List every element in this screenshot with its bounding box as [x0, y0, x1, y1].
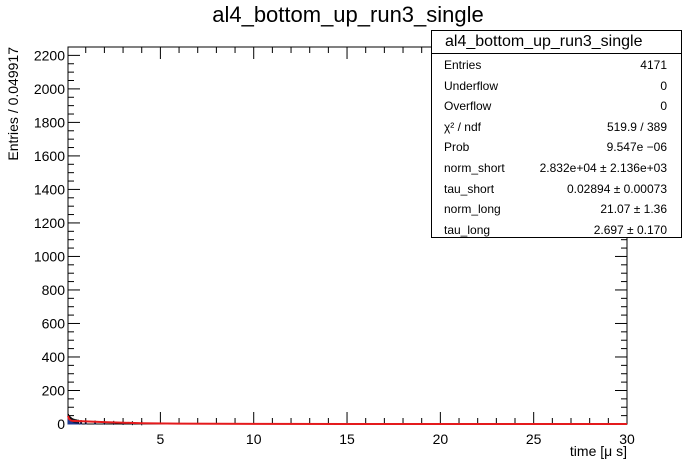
y-tick-label: 2000: [34, 81, 65, 97]
chart-title: al4_bottom_up_run3_single: [212, 2, 484, 27]
stats-label: norm_long: [444, 202, 501, 217]
y-axis-label: Entries / 0.049917: [5, 47, 21, 161]
stats-value: 2.697 ± 0.170: [593, 222, 667, 237]
stats-label: tau_short: [444, 181, 495, 196]
y-tick-label: 800: [42, 282, 66, 298]
y-tick-label: 600: [42, 315, 66, 331]
stats-value: 21.07 ± 1.36: [600, 202, 667, 217]
stats-value: 0: [660, 78, 667, 93]
x-tick-label: 15: [339, 431, 355, 447]
y-tick-label: 1400: [34, 181, 65, 197]
y-tick-label: 1600: [34, 148, 65, 164]
stats-row-norm-short: norm_short 2.832e+04 ± 2.136e+03: [432, 157, 681, 178]
y-tick-label: 1000: [34, 248, 65, 264]
stats-row-tau-long: tau_long 2.697 ± 0.170: [432, 219, 681, 240]
stats-label: norm_short: [444, 160, 505, 175]
x-tick-label: 5: [156, 431, 164, 447]
x-tick-label: 25: [526, 431, 542, 447]
y-tick-label: 200: [42, 382, 66, 398]
x-tick-label: 30: [619, 431, 635, 447]
stats-row-overflow: Overflow 0: [432, 95, 681, 116]
y-tick-label: 2200: [34, 47, 65, 63]
stats-value: 9.547e −06: [606, 140, 667, 155]
stats-box: al4_bottom_up_run3_single Entries 4171 U…: [431, 30, 682, 238]
y-tick-label: 1200: [34, 215, 65, 231]
y-tick-label: 400: [42, 349, 66, 365]
stats-row-entries: Entries 4171: [432, 54, 681, 75]
stats-row-underflow: Underflow 0: [432, 75, 681, 96]
x-tick-label: 20: [433, 431, 449, 447]
y-tick-label: 0: [57, 416, 65, 432]
stats-value: 4171: [640, 58, 667, 72]
stats-label: Underflow: [444, 78, 499, 93]
x-axis-label: time [μ s]: [570, 443, 627, 459]
stats-label: χ² / ndf: [444, 119, 481, 134]
stats-row-norm-long: norm_long 21.07 ± 1.36: [432, 198, 681, 219]
fit-curve: [67, 415, 627, 425]
stats-label: tau_long: [444, 222, 491, 237]
stats-row-prob: Prob 9.547e −06: [432, 136, 681, 157]
stats-value: 2.832e+04 ± 2.136e+03: [539, 160, 667, 175]
stats-label: Prob: [444, 140, 470, 155]
stats-value: 519.9 / 389: [606, 119, 667, 134]
stats-row-chi2: χ² / ndf 519.9 / 389: [432, 116, 681, 137]
stats-value: 0: [660, 99, 667, 114]
x-tick-label: 10: [246, 431, 262, 447]
stats-value: 0.02894 ± 0.00073: [566, 181, 667, 196]
stats-label: Entries: [444, 58, 482, 72]
stats-label: Overflow: [444, 99, 492, 114]
stats-row-tau-short: tau_short 0.02894 ± 0.00073: [432, 178, 681, 199]
y-tick-label: 1800: [34, 114, 65, 130]
stats-title: al4_bottom_up_run3_single: [432, 31, 681, 54]
